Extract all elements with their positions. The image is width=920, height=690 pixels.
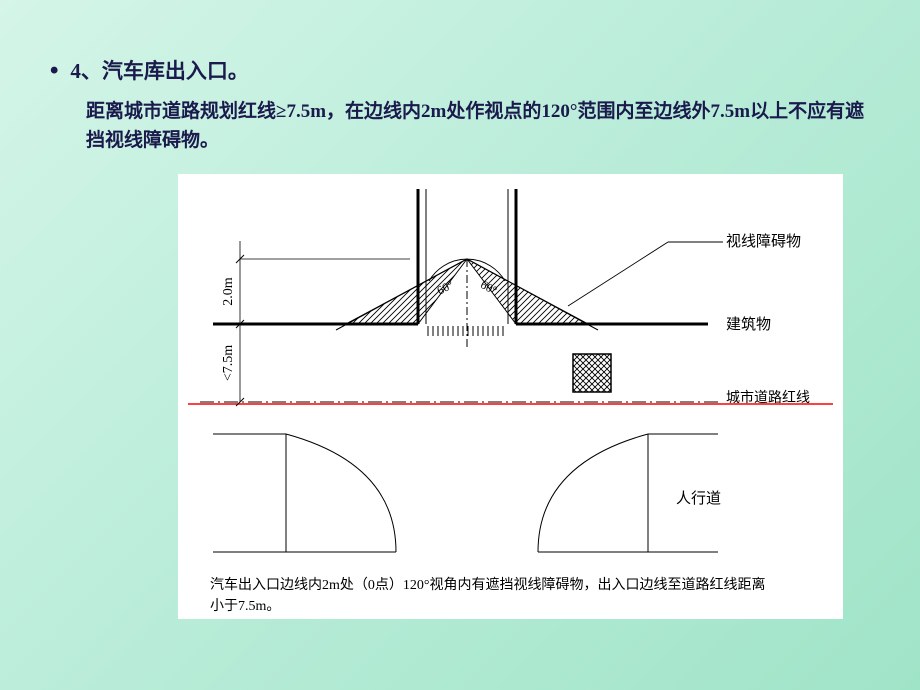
svg-text:2.0m: 2.0m (221, 277, 236, 306)
title-number: 4 (70, 59, 81, 83)
svg-text:<7.5m: <7.5m (221, 345, 236, 381)
body-paragraph: 距离城市道路规划红线≥7.5m，在边线内2m处作视点的120°范围内至边线外7.… (50, 97, 870, 156)
section-title: • 4、汽车库出入口。 (50, 55, 870, 85)
svg-text:人行道: 人行道 (676, 490, 721, 507)
bullet: • (50, 57, 58, 85)
svg-text:小于7.5m。: 小于7.5m。 (210, 598, 280, 614)
title-sep: 、 (81, 59, 102, 83)
diagram-container: 60°60°2.0m<7.5m视线障碍物建筑物城市道路红线人行道汽车出入口边线内… (178, 174, 843, 619)
svg-text:汽车出入口边线内2m处（0点）120°视角内有遮挡视线障碍物: 汽车出入口边线内2m处（0点）120°视角内有遮挡视线障碍物，出入口边线至道路红… (210, 576, 766, 593)
title-text: 汽车库出入口。 (102, 59, 249, 83)
svg-text:城市道路红线: 城市道路红线 (726, 389, 810, 406)
svg-text:视线障碍物: 视线障碍物 (726, 232, 801, 250)
entrance-diagram: 60°60°2.0m<7.5m视线障碍物建筑物城市道路红线人行道汽车出入口边线内… (178, 174, 843, 619)
svg-text:建筑物: 建筑物 (726, 316, 771, 333)
